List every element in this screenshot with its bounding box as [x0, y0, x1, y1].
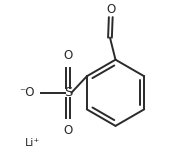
Text: Li⁺: Li⁺ [25, 138, 40, 148]
Text: S: S [64, 86, 72, 99]
Text: O: O [64, 124, 73, 137]
Text: ⁻O: ⁻O [20, 86, 35, 99]
Text: O: O [64, 49, 73, 62]
Text: O: O [106, 3, 115, 16]
